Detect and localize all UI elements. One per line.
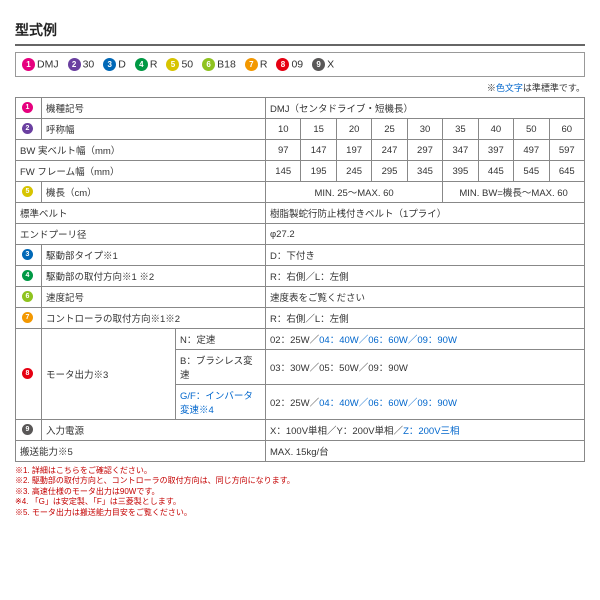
- footnotes: ※1. 詳細はこちらをご確認ください。※2. 駆動部の取付方向と、コントローラの…: [15, 466, 585, 518]
- table-row: BW 実ベルト幅（mm） 97147197247297347397497597: [16, 140, 585, 161]
- table-row: 7 コントローラの取付方向※1※2 R：右側／L：左側: [16, 308, 585, 329]
- table-row: 6 速度記号 速度表をご覧ください: [16, 287, 585, 308]
- legend-item: 1DMJ: [22, 58, 59, 71]
- table-row: 2 呼称幅 101520253035405060: [16, 119, 585, 140]
- footnote-line: ※5. モータ出力は搬送能力目安をご覧ください。: [15, 508, 585, 518]
- table-row: 9 入力電源 X：100V単相／Y：200V単相／Z：200V三相: [16, 420, 585, 441]
- legend-badge: 3: [103, 58, 116, 71]
- legend-item: 550: [166, 58, 193, 71]
- legend-item: 809: [276, 58, 303, 71]
- table-row: 3 駆動部タイプ※1 D：下付き: [16, 245, 585, 266]
- legend-text: 50: [181, 58, 193, 70]
- legend-badge: 5: [166, 58, 179, 71]
- table-row: 1 機種記号 DMJ（センタドライブ・短機長）: [16, 98, 585, 119]
- table-row: 標準ベルト 樹脂製蛇行防止桟付きベルト（1プライ）: [16, 203, 585, 224]
- table-row: 5 機長（cm） MIN. 25～MAX. 60 MIN. BW=機長～MAX.…: [16, 182, 585, 203]
- legend-item: 9X: [312, 58, 334, 71]
- footnote-line: ※2. 駆動部の取付方向と、コントローラの取付方向は、同じ方向になります。: [15, 476, 585, 486]
- legend-badge: 1: [22, 58, 35, 71]
- legend-item: 3D: [103, 58, 126, 71]
- legend-badge: 9: [312, 58, 325, 71]
- legend-text: 09: [291, 58, 303, 70]
- table-row: 8 モータ出力※3 N：定速 02：25W／04：40W／06：60W／09：9…: [16, 329, 585, 350]
- note-top: ※色文字は準標準です。: [15, 81, 585, 94]
- legend-item: 6B18: [202, 58, 236, 71]
- legend-badge: 6: [202, 58, 215, 71]
- footnote-line: ※4. 「G」は安定製、「F」は三菱製とします。: [15, 497, 585, 507]
- legend-text: R: [260, 58, 268, 70]
- legend-text: R: [150, 58, 158, 70]
- spec-table: 1 機種記号 DMJ（センタドライブ・短機長） 2 呼称幅 1015202530…: [15, 97, 585, 462]
- legend-text: B18: [217, 58, 236, 70]
- legend-badge: 4: [135, 58, 148, 71]
- footnote-line: ※3. 高速仕様のモータ出力は90Wです。: [15, 487, 585, 497]
- model-legend: 1DMJ2303D4R5506B187R8099X: [15, 52, 585, 77]
- legend-text: DMJ: [37, 58, 59, 70]
- legend-text: X: [327, 58, 334, 70]
- legend-item: 4R: [135, 58, 158, 71]
- page-title: 型式例: [15, 20, 585, 46]
- legend-badge: 8: [276, 58, 289, 71]
- legend-badge: 2: [68, 58, 81, 71]
- legend-text: 30: [83, 58, 95, 70]
- legend-badge: 7: [245, 58, 258, 71]
- legend-item: 230: [68, 58, 95, 71]
- legend-text: D: [118, 58, 126, 70]
- table-row: 搬送能力※5 MAX. 15kg/台: [16, 441, 585, 462]
- table-row: FW フレーム幅（mm） 145195245295345395445545645: [16, 161, 585, 182]
- table-row: 4 駆動部の取付方向※1 ※2 R：右側／L：左側: [16, 266, 585, 287]
- table-row: エンドプーリ径 φ27.2: [16, 224, 585, 245]
- legend-item: 7R: [245, 58, 268, 71]
- footnote-line: ※1. 詳細はこちらをご確認ください。: [15, 466, 585, 476]
